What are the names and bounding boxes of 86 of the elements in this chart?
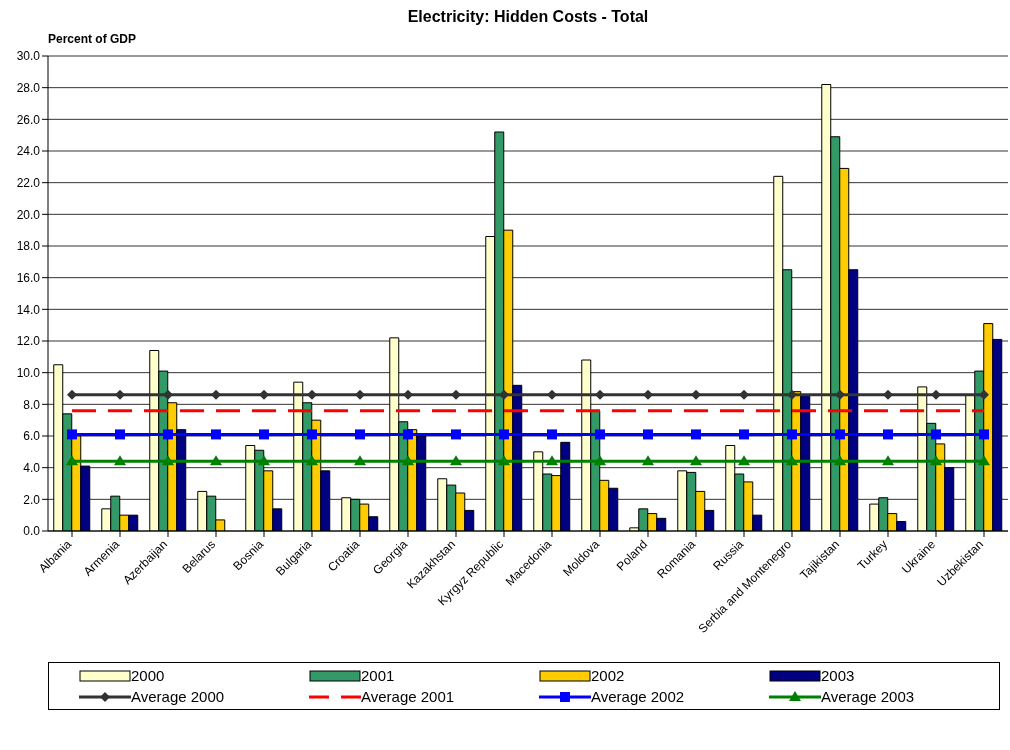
point bbox=[643, 429, 653, 440]
point bbox=[499, 429, 509, 440]
point bbox=[259, 429, 269, 440]
y-tick-label: 16.0 bbox=[16, 270, 41, 285]
point bbox=[691, 389, 701, 400]
legend-label: Average 2002 bbox=[591, 688, 685, 705]
point bbox=[162, 455, 174, 466]
point bbox=[931, 429, 941, 440]
legend-label: 2003 bbox=[821, 667, 855, 684]
point bbox=[211, 429, 221, 440]
y-tick-label: 14.0 bbox=[16, 302, 41, 317]
point bbox=[403, 429, 413, 440]
point bbox=[979, 429, 989, 440]
y-tick-label: 4.0 bbox=[23, 460, 41, 475]
point bbox=[499, 389, 509, 400]
point bbox=[786, 455, 798, 466]
point bbox=[451, 389, 461, 400]
point bbox=[115, 429, 125, 440]
point bbox=[787, 389, 797, 400]
point bbox=[210, 455, 222, 466]
point bbox=[498, 455, 510, 466]
point bbox=[163, 389, 173, 400]
point bbox=[691, 429, 701, 440]
point bbox=[258, 455, 270, 466]
point bbox=[595, 429, 605, 440]
point bbox=[594, 455, 606, 466]
point bbox=[595, 389, 605, 400]
point bbox=[835, 429, 845, 440]
point bbox=[354, 455, 366, 466]
chart-title: Electricity: Hidden Costs - Total bbox=[406, 8, 650, 26]
point bbox=[355, 389, 365, 400]
point bbox=[67, 389, 77, 400]
point bbox=[979, 389, 989, 400]
y-axis-title: Percent of GDP bbox=[48, 32, 138, 46]
point bbox=[451, 429, 461, 440]
point bbox=[978, 455, 990, 466]
legend-label: 2001 bbox=[361, 667, 395, 684]
y-tick-label: 18.0 bbox=[16, 239, 41, 254]
legend-label: Average 2001 bbox=[361, 688, 455, 705]
point bbox=[259, 389, 269, 400]
point bbox=[546, 455, 558, 466]
point bbox=[402, 455, 414, 466]
point bbox=[114, 455, 126, 466]
point bbox=[307, 389, 317, 400]
point bbox=[163, 429, 173, 440]
y-tick-label: 28.0 bbox=[16, 80, 41, 95]
point bbox=[642, 455, 654, 466]
point bbox=[738, 455, 750, 466]
point bbox=[67, 429, 77, 440]
point bbox=[547, 429, 557, 440]
point bbox=[547, 389, 557, 400]
point bbox=[883, 389, 893, 400]
point bbox=[306, 455, 318, 466]
y-tick-label: 10.0 bbox=[16, 365, 41, 380]
y-tick-label: 12.0 bbox=[16, 334, 41, 349]
y-tick-label: 30.0 bbox=[16, 49, 41, 64]
y-tick-label: 8.0 bbox=[23, 397, 41, 412]
point bbox=[883, 429, 893, 440]
y-tick-label: 24.0 bbox=[16, 144, 41, 159]
legend-label: 2002 bbox=[591, 667, 625, 684]
point bbox=[835, 389, 845, 400]
point bbox=[211, 389, 221, 400]
y-tick-label: 26.0 bbox=[16, 112, 41, 127]
point bbox=[787, 429, 797, 440]
point bbox=[403, 389, 413, 400]
point bbox=[450, 455, 462, 466]
point bbox=[307, 429, 317, 440]
point bbox=[834, 455, 846, 466]
y-tick-label: 2.0 bbox=[23, 492, 41, 507]
point bbox=[931, 389, 941, 400]
point bbox=[882, 455, 894, 466]
point bbox=[643, 389, 653, 400]
y-tick-label: 6.0 bbox=[23, 429, 41, 444]
point bbox=[739, 389, 749, 400]
point bbox=[66, 455, 78, 466]
point bbox=[355, 429, 365, 440]
y-tick-label: 20.0 bbox=[16, 207, 41, 222]
point bbox=[739, 429, 749, 440]
legend-label: Average 2000 bbox=[131, 688, 225, 705]
y-tick-label: 0.0 bbox=[23, 524, 41, 539]
legend-label: Average 2003 bbox=[821, 688, 915, 705]
point bbox=[930, 455, 942, 466]
legend-label: 2000 bbox=[131, 667, 165, 684]
point bbox=[115, 389, 125, 400]
point bbox=[690, 455, 702, 466]
y-tick-label: 22.0 bbox=[16, 175, 41, 190]
